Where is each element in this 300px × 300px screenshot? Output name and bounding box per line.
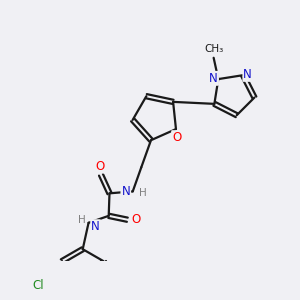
Text: O: O xyxy=(131,213,140,226)
Text: O: O xyxy=(96,160,105,173)
Text: O: O xyxy=(172,131,182,144)
Text: N: N xyxy=(122,185,130,198)
Text: N: N xyxy=(91,220,100,233)
Text: H: H xyxy=(139,188,146,198)
Text: H: H xyxy=(78,215,86,226)
Text: Cl: Cl xyxy=(33,279,44,292)
Text: N: N xyxy=(243,68,252,81)
Text: CH₃: CH₃ xyxy=(204,44,223,54)
Text: N: N xyxy=(209,72,218,85)
